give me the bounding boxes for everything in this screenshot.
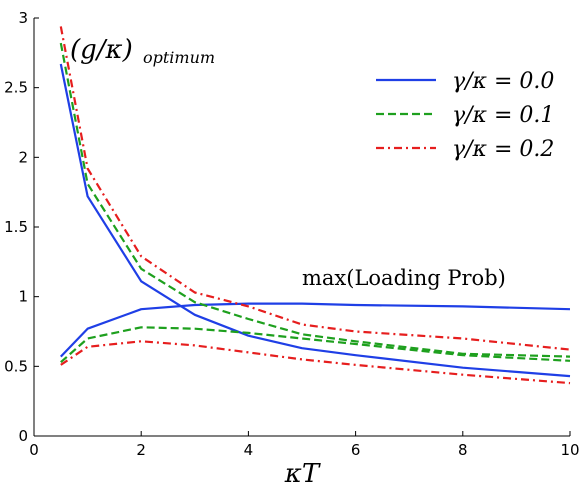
y-tick-label: 2: [18, 148, 28, 166]
y-tick-group: 0 0.5 1 1.5 2 2.5 3: [4, 9, 39, 445]
x-tick-label: 2: [136, 441, 146, 459]
x-tick-label: 6: [351, 441, 361, 459]
y-tick-label: 2.5: [4, 79, 28, 97]
x-tick-group: 0 2 4 6 8 10: [29, 431, 580, 459]
legend-label: γ/κ = 0.2: [452, 137, 554, 162]
legend: γ/κ = 0.0 γ/κ = 0.1 γ/κ = 0.2: [376, 69, 554, 162]
optimum-annotation: (g/κ): [70, 35, 133, 65]
max-loading-annotation: max(Loading Prob): [302, 266, 506, 290]
y-tick-label: 1.5: [4, 218, 28, 236]
series-line-dashdot-max-loading-prob: [60, 340, 571, 385]
x-tick-label: 4: [244, 441, 254, 459]
series-line-dashdot-g-optimum: [59, 26, 571, 351]
legend-label: γ/κ = 0.0: [452, 69, 554, 94]
y-tick-label: 0: [18, 427, 28, 445]
y-tick-label: 0.5: [4, 357, 28, 375]
optimum-annotation-subscript: optimum: [143, 48, 215, 67]
x-tick-label: 8: [458, 441, 468, 459]
y-tick-label: 1: [18, 288, 28, 306]
series-line-dashed-max-loading-prob: [60, 326, 571, 364]
x-tick-label: 0: [29, 441, 39, 459]
series-line-solid-g-optimum: [59, 63, 571, 378]
series-line-dashed-g-optimum: [59, 42, 571, 358]
series-line-solid-max-loading-prob: [60, 302, 571, 358]
legend-label: γ/κ = 0.1: [452, 103, 554, 128]
x-tick-label: 10: [560, 441, 579, 459]
x-axis-label: κT: [284, 459, 321, 489]
series-layer: [59, 26, 571, 385]
y-tick-label: 3: [18, 9, 28, 27]
